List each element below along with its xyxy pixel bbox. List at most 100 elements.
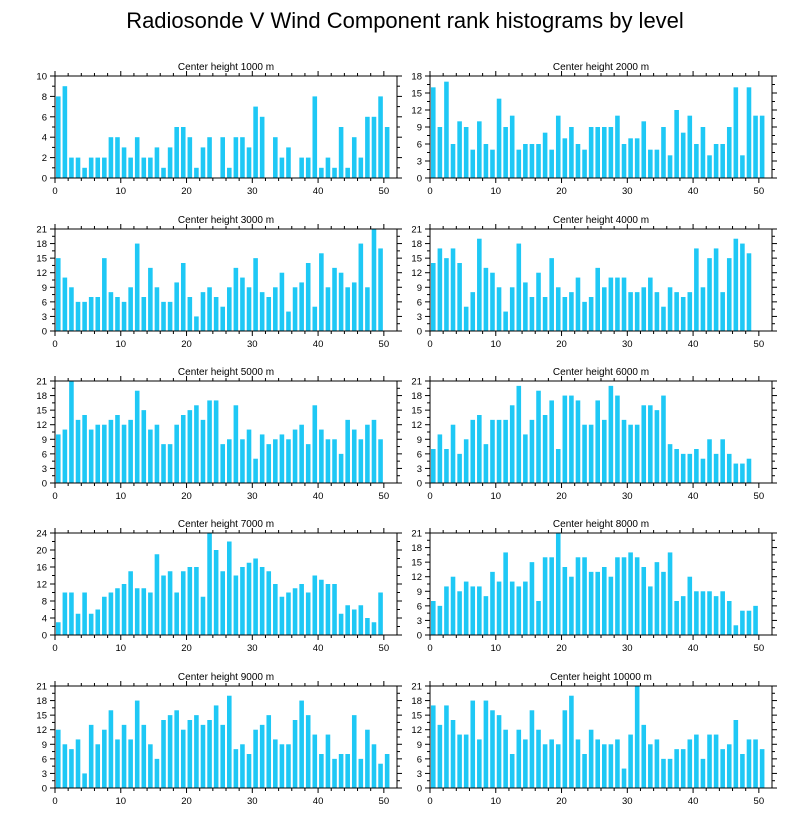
bar [588, 424, 594, 483]
x-tick-label: 40 [688, 643, 699, 654]
x-tick-label: 40 [313, 186, 324, 197]
y-tick-label: 3 [417, 157, 422, 168]
bar [134, 588, 140, 635]
bar [102, 258, 107, 331]
bar [450, 576, 456, 635]
bar [174, 592, 179, 635]
bar [437, 605, 443, 635]
bar [667, 758, 673, 788]
bar [378, 96, 383, 178]
x-tick-label: 0 [427, 186, 432, 197]
bar [358, 439, 364, 483]
bar [102, 729, 107, 788]
bar [431, 87, 436, 178]
histogram-panel-6: Center height 6000 m 0 3 6 9 12 15 18 21 0 10 20 30 4… [411, 367, 777, 502]
bar [351, 609, 357, 635]
bar [483, 596, 489, 635]
bar [128, 157, 133, 178]
bar [628, 138, 633, 178]
bar [128, 419, 133, 483]
bar [128, 287, 133, 331]
bar [358, 157, 364, 178]
bar [621, 277, 627, 331]
y-tick-label: 12 [411, 106, 422, 117]
bar [365, 729, 370, 788]
bar [69, 381, 74, 483]
bar [345, 754, 350, 788]
panel-title: Center height 6000 m [553, 367, 649, 378]
bar [490, 710, 495, 788]
y-tick-label: 21 [411, 682, 422, 693]
y-tick-label: 0 [42, 784, 47, 795]
x-tick-label: 30 [247, 186, 258, 197]
bar [246, 754, 252, 788]
x-tick-label: 50 [379, 186, 390, 197]
bar [700, 287, 706, 331]
bar [654, 292, 660, 331]
bar [213, 400, 219, 483]
bar [509, 405, 515, 483]
bar [634, 424, 640, 483]
y-tick-label: 21 [411, 529, 422, 540]
histogram-panel-4: Center height 4000 m 0 3 6 9 12 15 18 21 0 10 20 30 4… [411, 215, 777, 350]
x-tick-label: 0 [52, 643, 57, 654]
bar [733, 720, 739, 788]
bar [483, 700, 489, 788]
y-tick-label: 3 [42, 464, 47, 475]
y-tick-label: 3 [42, 312, 47, 323]
bar [220, 306, 225, 331]
bar [575, 277, 581, 331]
bar [759, 115, 765, 178]
bar [740, 610, 745, 635]
bar [253, 106, 258, 178]
bar [148, 267, 153, 331]
bar [463, 734, 469, 788]
bar [102, 596, 107, 635]
bar [227, 287, 232, 331]
bar [102, 157, 107, 178]
y-tick-label: 9 [417, 123, 422, 134]
bar [503, 552, 508, 635]
y-tick-label: 15 [411, 406, 422, 417]
x-tick-label: 20 [556, 491, 567, 502]
y-tick-label: 0 [417, 479, 422, 490]
bar [503, 311, 508, 331]
bar [470, 292, 476, 331]
bar [88, 297, 94, 331]
y-tick-label: 21 [411, 377, 422, 388]
bar [555, 449, 561, 483]
bar [187, 137, 193, 178]
bar [148, 744, 153, 788]
y-tick-label: 0 [417, 784, 422, 795]
bar [305, 263, 311, 331]
bar [523, 434, 528, 483]
bar [700, 758, 706, 788]
bar [628, 424, 633, 483]
bar [608, 385, 614, 483]
bar [240, 744, 245, 788]
bar [523, 144, 528, 178]
bar [246, 429, 252, 483]
bar [167, 715, 173, 788]
bar [273, 739, 278, 788]
bar [365, 424, 370, 483]
bar [641, 724, 647, 788]
bar [602, 127, 607, 178]
x-tick-label: 50 [754, 186, 765, 197]
bar [477, 415, 482, 483]
bar [279, 272, 285, 331]
bar [595, 267, 600, 331]
bar [378, 763, 383, 788]
bar [470, 149, 476, 178]
bar [726, 258, 732, 331]
x-tick-label: 10 [115, 339, 126, 350]
bar [562, 297, 568, 331]
bar [273, 439, 278, 483]
bar [516, 243, 522, 331]
histogram-panel-1: Center height 1000 m 0 2 4 6 8 10 0 10 20 30 40 50 [36, 62, 402, 197]
bar [148, 592, 153, 635]
bar [286, 439, 291, 483]
bar [88, 613, 94, 635]
histogram-panel-8: Center height 8000 m 0 3 6 9 12 15 18 21 0 10 20 30 4… [411, 519, 777, 654]
